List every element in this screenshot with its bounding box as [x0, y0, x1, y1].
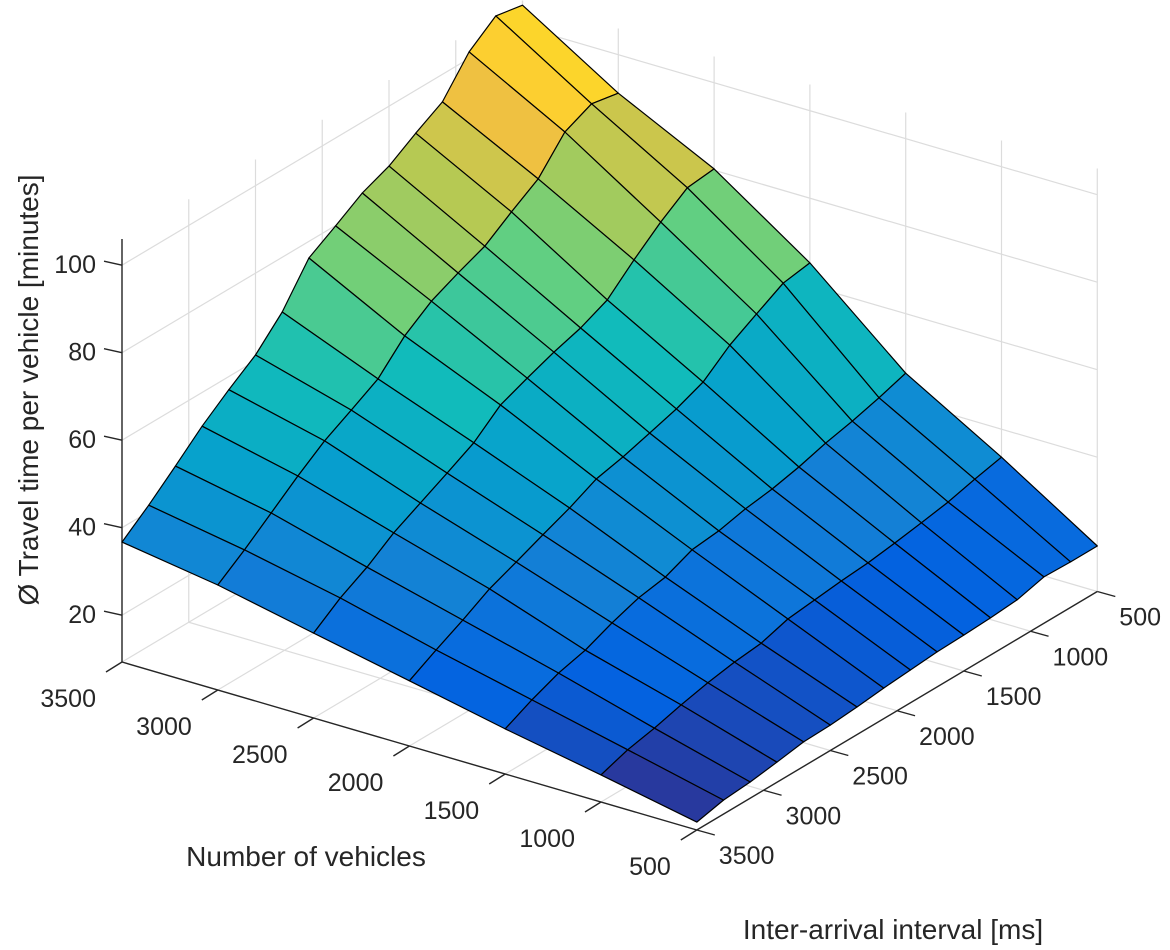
x-tick	[584, 801, 602, 813]
y-tick-label: 2000	[919, 723, 975, 751]
z-tick-label: 80	[68, 339, 96, 367]
z-tick	[103, 435, 123, 441]
y-tick-label: 1500	[986, 683, 1042, 711]
x-tick-label: 3500	[40, 685, 96, 713]
y-tick	[763, 789, 782, 796]
x-tick-label: 2500	[232, 741, 288, 769]
x-tick	[393, 745, 410, 757]
z-tick-label: 60	[68, 426, 96, 454]
y-tick-label: 3000	[786, 802, 842, 830]
x-axis-label: Number of vehicles	[186, 841, 426, 872]
z-tick	[103, 610, 123, 616]
y-tick	[896, 710, 916, 717]
z-tick-label: 100	[54, 251, 96, 279]
y-tick	[963, 670, 982, 677]
axes	[103, 238, 1116, 841]
z-tick	[103, 348, 123, 354]
z-tick	[103, 523, 123, 529]
z-tick-label: 40	[68, 514, 96, 542]
x-tick-label: 1500	[424, 797, 480, 825]
z-tick-label: 20	[68, 601, 96, 629]
z-tick	[103, 260, 123, 266]
x-tick-label: 2000	[328, 769, 384, 797]
y-tick-label: 3500	[719, 842, 775, 870]
x-tick-label: 3000	[136, 713, 192, 741]
tick-labels: 20 40 60 80 100 500 1000 1500 2000 2500 3000 3500 50…	[40, 251, 1161, 881]
x-tick	[297, 717, 314, 729]
x-tick-label: 500	[629, 853, 671, 881]
x-tick	[488, 773, 506, 785]
y-tick	[1097, 590, 1116, 598]
surface-patch	[600, 749, 725, 823]
y-tick-label: 1000	[1053, 643, 1109, 671]
x-tick	[201, 689, 219, 701]
surface-mesh	[121, 4, 1098, 823]
y-tick-label: 500	[1119, 604, 1161, 632]
z-axis-label: Ø Travel time per vehicle [minutes]	[13, 174, 44, 605]
y-tick	[696, 829, 715, 836]
y-axis-label: Inter-arrival interval [ms]	[743, 914, 1043, 945]
y-tick	[830, 749, 849, 757]
x-tick	[105, 661, 123, 673]
y-tick-label: 2500	[852, 763, 908, 791]
x-tick	[680, 829, 698, 841]
x-tick-label: 1000	[519, 825, 575, 853]
y-tick	[1030, 630, 1049, 637]
